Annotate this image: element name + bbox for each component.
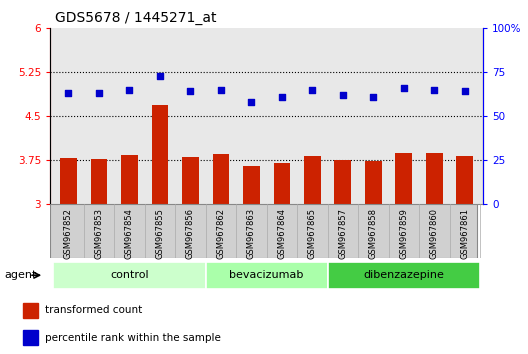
Bar — [53, 262, 206, 289]
Bar — [212, 154, 229, 204]
Text: GSM967862: GSM967862 — [216, 208, 225, 259]
Text: GSM967861: GSM967861 — [460, 208, 469, 259]
Bar — [304, 156, 321, 204]
Text: transformed count: transformed count — [45, 305, 143, 315]
Point — [125, 87, 134, 92]
Point — [369, 94, 378, 99]
Bar — [23, 303, 38, 318]
Bar — [60, 158, 77, 204]
Point — [186, 88, 195, 94]
Bar — [243, 166, 260, 204]
Bar — [23, 330, 38, 345]
Text: GSM967865: GSM967865 — [308, 208, 317, 259]
Text: bevacizumab: bevacizumab — [230, 270, 304, 280]
Text: GSM967857: GSM967857 — [338, 208, 347, 259]
Text: GSM967864: GSM967864 — [277, 208, 286, 259]
Bar — [365, 161, 382, 204]
Point — [338, 92, 347, 98]
Text: GSM967854: GSM967854 — [125, 208, 134, 259]
Text: GSM967858: GSM967858 — [369, 208, 378, 259]
Bar — [121, 155, 138, 204]
Text: GSM967860: GSM967860 — [430, 208, 439, 259]
Text: dibenzazepine: dibenzazepine — [363, 270, 444, 280]
Text: GSM967852: GSM967852 — [64, 208, 73, 259]
Point — [278, 94, 286, 99]
Point — [247, 99, 256, 105]
Text: GDS5678 / 1445271_at: GDS5678 / 1445271_at — [55, 11, 217, 25]
Text: control: control — [110, 270, 149, 280]
Bar — [182, 158, 199, 204]
Bar — [426, 153, 442, 204]
Bar — [91, 159, 107, 204]
Point — [156, 73, 164, 79]
Bar — [395, 153, 412, 204]
Point — [460, 88, 469, 94]
Bar — [152, 105, 168, 204]
Point — [64, 90, 73, 96]
Bar — [334, 160, 351, 204]
Point — [430, 87, 439, 92]
Point — [216, 87, 225, 92]
Text: GSM967863: GSM967863 — [247, 208, 256, 259]
Text: percentile rank within the sample: percentile rank within the sample — [45, 333, 221, 343]
Bar — [456, 156, 473, 204]
Bar — [206, 262, 327, 289]
Point — [400, 85, 408, 91]
Bar — [327, 262, 480, 289]
Point — [95, 90, 103, 96]
Point — [308, 87, 317, 92]
Text: GSM967856: GSM967856 — [186, 208, 195, 259]
Text: GSM967859: GSM967859 — [399, 208, 408, 259]
Text: GSM967853: GSM967853 — [95, 208, 103, 259]
Text: agent: agent — [4, 270, 36, 280]
Text: GSM967855: GSM967855 — [155, 208, 164, 259]
Bar — [274, 163, 290, 204]
